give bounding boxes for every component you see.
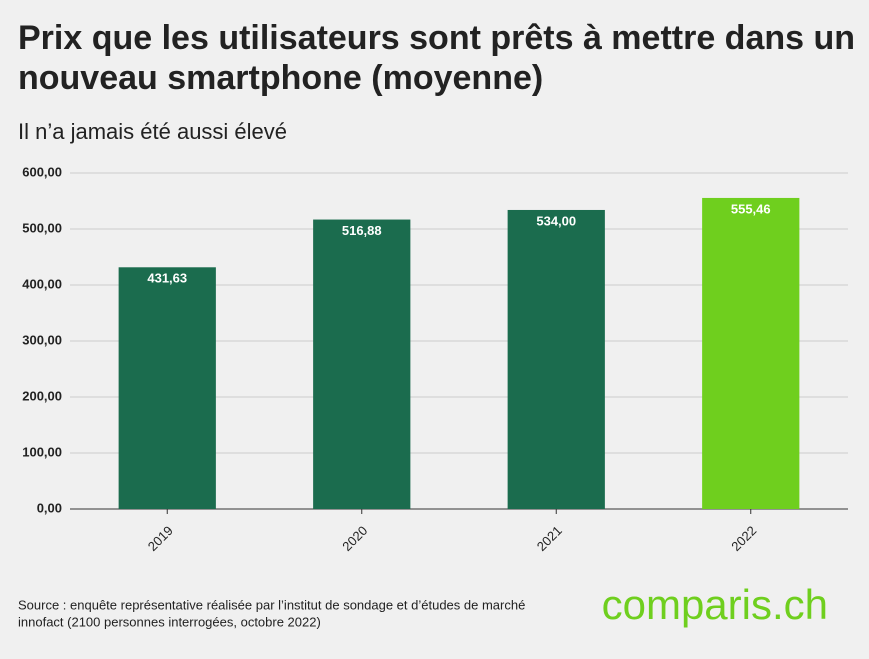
value-label: 534,00: [536, 213, 576, 228]
chart-title: Prix que les utilisateurs sont prêts à m…: [18, 19, 855, 57]
y-tick-label: 100,00: [22, 444, 62, 459]
value-label: 431,63: [147, 271, 187, 286]
y-tick-label: 600,00: [22, 164, 62, 179]
bar: [507, 209, 605, 509]
logo: comparis.ch: [602, 581, 828, 628]
y-tick-label: 300,00: [22, 332, 62, 347]
value-label: 516,88: [342, 223, 382, 238]
bar: [118, 267, 216, 509]
y-tick-label: 400,00: [22, 276, 62, 291]
y-tick-label: 0,00: [37, 500, 62, 515]
chart-subtitle: Il n’a jamais été aussi élevé: [18, 119, 287, 144]
y-tick-label: 500,00: [22, 220, 62, 235]
y-tick-label: 200,00: [22, 388, 62, 403]
source: innofact (2100 personnes interrogées, oc…: [18, 614, 321, 629]
bar: [313, 219, 411, 510]
source: Source : enquête représentative réalisée…: [18, 597, 525, 612]
chart-title: nouveau smartphone (moyenne): [18, 59, 543, 97]
value-label: 555,46: [731, 201, 771, 216]
bar: [702, 197, 800, 510]
